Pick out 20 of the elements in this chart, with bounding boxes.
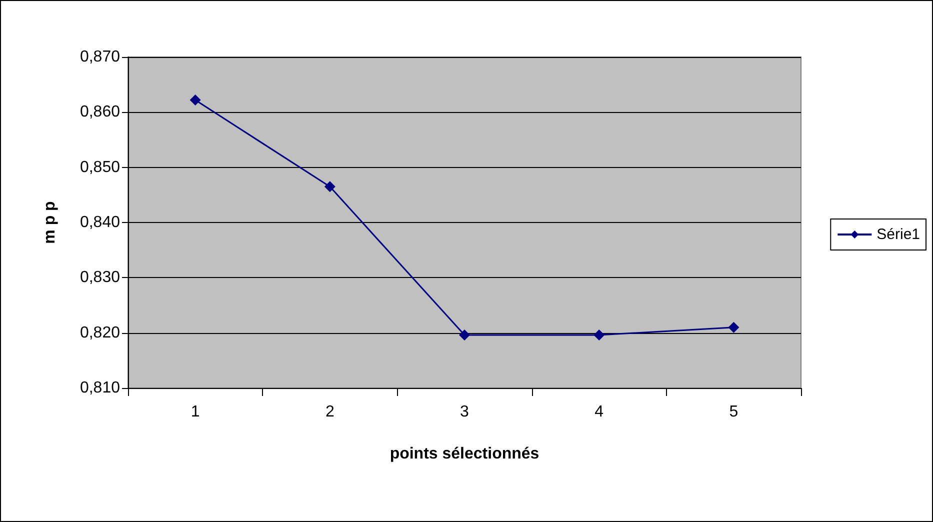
x-tick-label: 3	[460, 404, 470, 420]
point	[728, 322, 740, 333]
point	[459, 330, 470, 341]
y-tick-label: 0,810	[80, 380, 120, 396]
x-tick-label: 2	[325, 404, 334, 420]
y-tick-label: 0,840	[80, 214, 120, 231]
x-tick-label: 4	[594, 404, 604, 420]
legend-label: Série1	[876, 226, 920, 243]
x-tick-label: 5	[729, 404, 738, 420]
y-tick-label: 0,860	[80, 104, 120, 121]
y-axis-title: m p p	[42, 200, 58, 244]
y-tick-label: 0,820	[80, 324, 120, 342]
y-tick-label: 0,850	[80, 158, 120, 176]
point	[190, 94, 201, 106]
x-tick-label: 1	[190, 404, 200, 420]
y-tick-label: 0,870	[80, 48, 120, 66]
y-tick-label: 0,830	[80, 269, 120, 286]
point	[324, 181, 336, 192]
point	[594, 330, 605, 341]
x-axis-title: points sélectionnés	[390, 446, 540, 462]
